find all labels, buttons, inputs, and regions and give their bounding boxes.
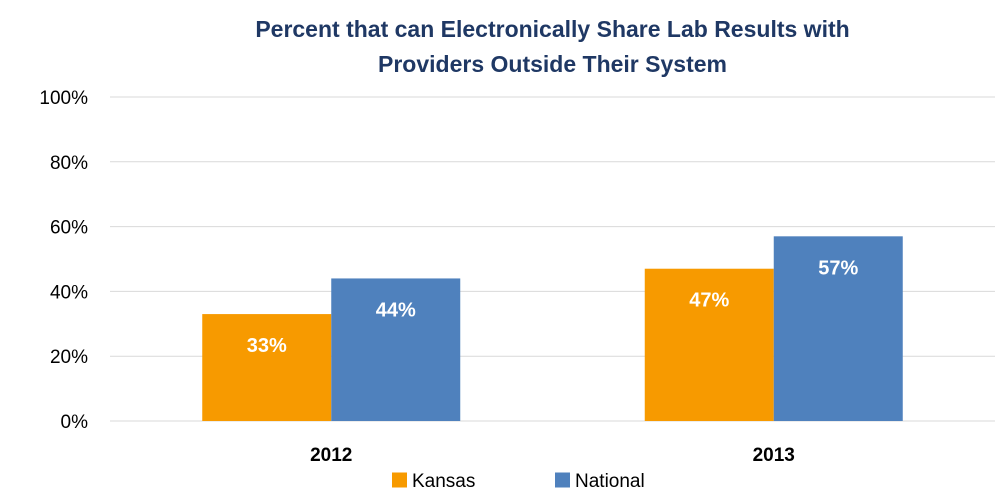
- y-tick-label-60: 60%: [50, 218, 88, 239]
- legend: Kansas National: [392, 471, 645, 492]
- bar-national-2013: [773, 236, 903, 421]
- x-axis-category-labels: 2012 2013: [310, 445, 795, 466]
- legend-label-kansas: Kansas: [412, 471, 475, 492]
- data-label-national-2012: 44%: [376, 299, 416, 321]
- legend-swatch-national: [555, 472, 570, 488]
- y-tick-label-40: 40%: [50, 282, 88, 303]
- y-tick-label-80: 80%: [50, 153, 88, 174]
- data-label-kansas-2013: 47%: [689, 290, 729, 312]
- data-label-national-2013: 57%: [818, 257, 858, 279]
- legend-swatch-kansas: [392, 472, 407, 488]
- chart-title-line-2: Providers Outside Their System: [378, 51, 727, 77]
- y-tick-label-0: 0%: [61, 412, 89, 433]
- bar-kansas-2013: [644, 268, 774, 421]
- y-axis-tick-labels: 0% 20% 40% 60% 80% 100%: [39, 88, 88, 433]
- y-tick-label-20: 20%: [50, 347, 88, 368]
- x-category-label-2012: 2012: [310, 445, 352, 466]
- data-labels: 33% 44% 47% 57%: [247, 257, 859, 357]
- legend-label-national: National: [575, 471, 645, 492]
- bars: [202, 236, 903, 421]
- x-category-label-2013: 2013: [753, 445, 795, 466]
- y-tick-label-100: 100%: [39, 88, 88, 109]
- bar-national-2012: [331, 278, 461, 421]
- chart-title: Percent that can Electronically Share La…: [110, 12, 995, 82]
- chart-title-line-1: Percent that can Electronically Share La…: [255, 16, 850, 42]
- data-label-kansas-2012: 33%: [247, 335, 287, 357]
- bar-kansas-2012: [202, 314, 332, 421]
